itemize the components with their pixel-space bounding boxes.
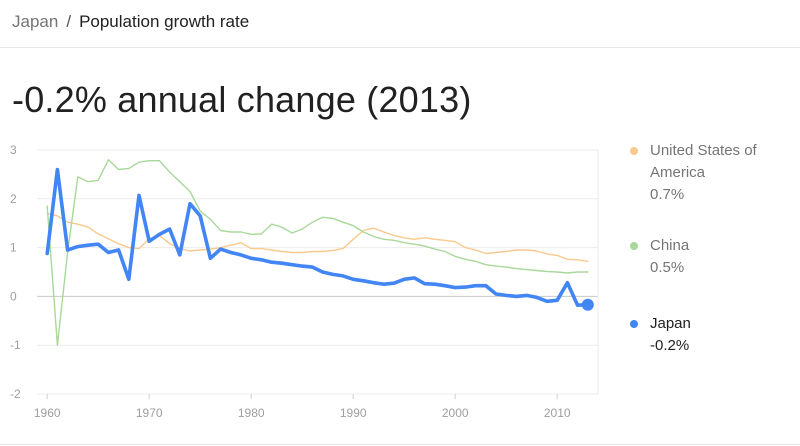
x-tick-label: 2010	[544, 406, 571, 420]
x-tick-label: 1980	[238, 406, 265, 420]
series-line-china	[46, 159, 589, 346]
x-tick-label: 2000	[442, 406, 469, 420]
y-tick-label: -1	[10, 338, 21, 352]
breadcrumb-separator: /	[66, 12, 72, 31]
x-tick-label: 1970	[136, 406, 163, 420]
headline: -0.2% annual change (2013)	[12, 79, 472, 120]
legend-series-name: Japan	[650, 315, 691, 332]
breadcrumb: Japan / Population growth rate	[12, 8, 249, 36]
legend-series-name: United States of America	[650, 142, 757, 181]
footer-divider	[0, 444, 800, 445]
japan-endpoint-marker	[581, 298, 594, 311]
x-tick-label: 1990	[340, 406, 367, 420]
legend-color-dot-icon	[630, 242, 638, 250]
y-tick-label: 1	[10, 241, 17, 255]
series-line-usa	[46, 212, 589, 262]
breadcrumb-country-link[interactable]: Japan	[12, 12, 59, 31]
legend-series-value: 0.5%	[650, 259, 685, 276]
legend-series-name: China	[650, 237, 690, 254]
legend-series-value: 0.7%	[650, 186, 685, 203]
legend-series-value: -0.2%	[650, 337, 690, 354]
legend-color-dot-icon	[630, 147, 638, 155]
x-tick-label: 1960	[34, 406, 61, 420]
header-divider	[0, 47, 800, 48]
y-tick-label: 2	[10, 192, 17, 206]
y-tick-label: 3	[10, 143, 17, 157]
series-line-japan	[45, 167, 590, 307]
legend-color-dot-icon	[630, 320, 638, 328]
y-tick-label: -2	[10, 387, 21, 401]
y-tick-label: 0	[10, 289, 17, 303]
breadcrumb-current: Population growth rate	[79, 12, 250, 31]
